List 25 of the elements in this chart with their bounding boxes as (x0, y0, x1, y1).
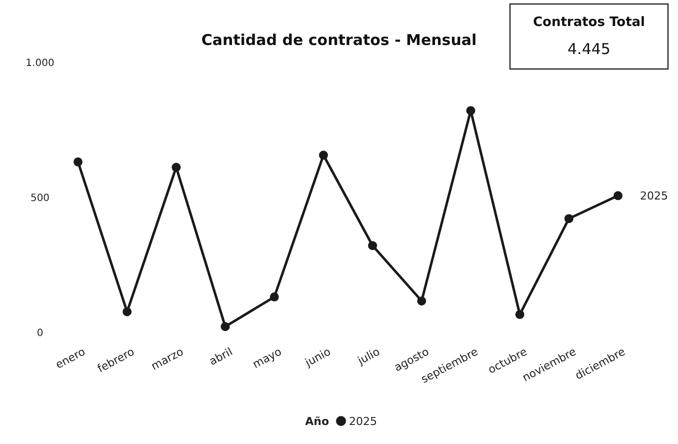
text: 2025 (640, 190, 668, 203)
point (220, 322, 230, 332)
point (368, 241, 378, 250)
legend-label: 2025 (349, 415, 377, 428)
point (270, 292, 279, 302)
y-tick-label: 1.000 (26, 58, 54, 69)
y-tick-label: 500 (30, 193, 50, 204)
x-tick-label: julio (354, 345, 382, 368)
point (74, 157, 82, 166)
point (614, 191, 622, 200)
x-tick-label: mayo (250, 345, 284, 372)
point (564, 214, 574, 224)
point (122, 307, 132, 316)
text: Contratos Total (532, 15, 646, 30)
x-tick-label: abril (207, 345, 235, 368)
text: 4.445 (568, 40, 610, 58)
legend-title: Año (305, 415, 330, 428)
point (466, 106, 476, 116)
y-tick-label: 0 (36, 328, 44, 339)
point (172, 162, 181, 172)
point (318, 150, 328, 160)
point (515, 310, 524, 319)
chart-title: Cantidad de contratos - Mensual (201, 31, 477, 49)
point (417, 296, 426, 306)
x-tick-label: enero (53, 345, 88, 372)
